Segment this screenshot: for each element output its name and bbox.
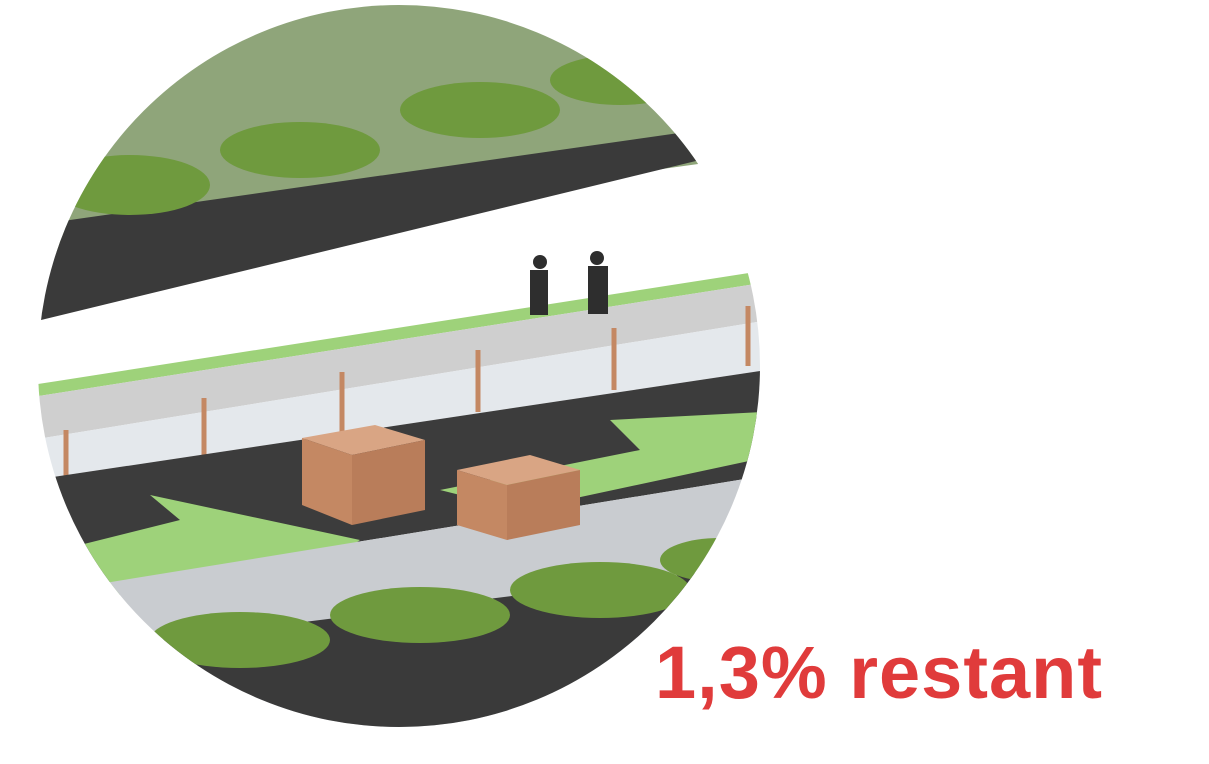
box xyxy=(457,455,580,540)
people xyxy=(530,251,608,315)
plants-bottom xyxy=(150,538,760,668)
planters-bottom xyxy=(38,560,760,727)
box xyxy=(302,425,425,525)
caption: 1,3% restant xyxy=(655,631,1103,714)
walkway xyxy=(38,277,760,445)
railing xyxy=(38,315,760,485)
scene xyxy=(38,5,760,727)
planters-top xyxy=(38,130,700,330)
posts xyxy=(63,306,751,480)
